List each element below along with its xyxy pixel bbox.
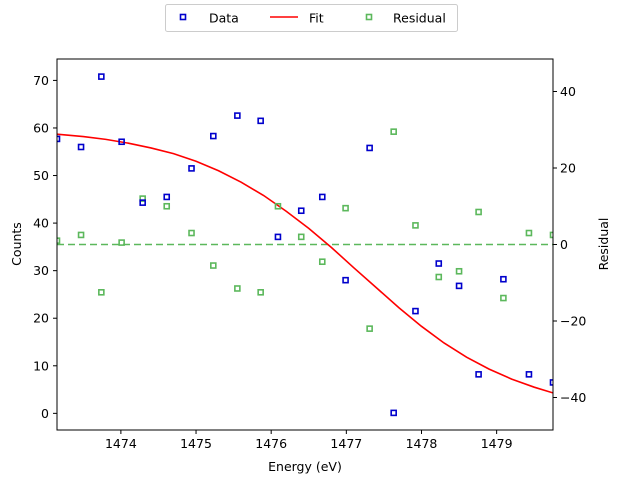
y-tick-label-6: 60 — [33, 120, 49, 135]
y-tick-label-1: 10 — [33, 358, 49, 373]
fit-line — [57, 133, 553, 394]
y-tick-label-7: 70 — [33, 73, 49, 88]
data-point-11 — [297, 207, 305, 215]
x-tick-label-4: 1478 — [406, 436, 438, 451]
residual-point-16 — [412, 222, 419, 229]
residual-point-13 — [342, 204, 349, 212]
x-tick-label-3: 1477 — [330, 436, 362, 451]
plot-area — [57, 73, 553, 417]
residual-point-8 — [234, 285, 241, 292]
residual-point-1 — [77, 231, 85, 239]
residual-point-19 — [475, 208, 482, 216]
y2-tick-label-0: −40 — [560, 390, 586, 405]
legend-marker-residual — [365, 13, 373, 21]
residual-point-0 — [57, 237, 61, 244]
data-point-3 — [118, 138, 125, 146]
data-point-9 — [257, 117, 264, 125]
data-point-14 — [366, 144, 373, 152]
data-point-16 — [412, 307, 419, 315]
y2-tick-label-2: 0 — [560, 237, 568, 252]
legend-label-residual: Residual — [393, 11, 446, 26]
y-tick-label-2: 20 — [33, 311, 49, 326]
residual-point-22 — [549, 231, 553, 239]
residual-point-6 — [188, 229, 195, 237]
data-point-12 — [318, 193, 326, 201]
residual-point-15 — [390, 128, 397, 135]
y-axis-left: 0 10 20 30 40 50 60 70 — [33, 73, 57, 421]
residual-point-5 — [163, 202, 171, 210]
residual-point-3 — [118, 239, 125, 246]
x-tick-label-1: 1475 — [180, 436, 212, 451]
legend-label-data: Data — [209, 11, 239, 26]
residual-point-10 — [274, 202, 282, 210]
y2-axis-label: Residual — [596, 218, 611, 271]
data-point-1 — [77, 143, 85, 151]
data-point-15 — [390, 409, 397, 417]
residual-point-17 — [435, 273, 443, 281]
legend-marker-data — [179, 13, 187, 21]
residual-point-21 — [525, 229, 533, 237]
x-tick-label-5: 1479 — [481, 436, 513, 451]
residual-points — [57, 128, 553, 332]
data-point-0 — [57, 135, 61, 143]
x-axis: 1474 1475 1476 1477 1478 1479 — [105, 430, 513, 451]
residual-point-11 — [297, 233, 305, 241]
y2-tick-label-3: 20 — [560, 161, 576, 176]
residual-point-18 — [455, 267, 463, 275]
data-point-18 — [455, 282, 463, 290]
data-point-20 — [500, 275, 507, 283]
residual-point-12 — [318, 258, 326, 266]
y-tick-label-5: 50 — [33, 168, 49, 183]
residual-point-20 — [500, 294, 507, 302]
legend: Data Fit Residual — [165, 4, 458, 32]
data-point-4 — [139, 199, 146, 206]
residual-point-4 — [139, 195, 146, 202]
y2-tick-label-1: −20 — [560, 313, 586, 328]
residual-point-9 — [257, 289, 264, 296]
data-point-10 — [274, 233, 282, 241]
y-axis-label: Counts — [9, 222, 24, 266]
data-point-13 — [342, 276, 349, 284]
y-tick-label-4: 40 — [33, 216, 49, 231]
residual-point-7 — [210, 262, 217, 269]
data-point-17 — [435, 260, 443, 267]
x-tick-label-2: 1476 — [255, 436, 287, 451]
data-point-2 — [98, 73, 105, 80]
y-tick-label-0: 0 — [41, 406, 49, 421]
residual-point-14 — [366, 325, 373, 332]
y-tick-label-3: 30 — [33, 263, 49, 278]
data-point-6 — [188, 165, 195, 172]
y2-tick-label-4: 40 — [560, 84, 576, 99]
data-points — [57, 73, 553, 417]
data-point-5 — [163, 193, 171, 201]
data-point-7 — [210, 132, 217, 140]
residual-point-2 — [98, 289, 105, 296]
x-tick-label-0: 1474 — [105, 436, 137, 451]
x-axis-label: Energy (eV) — [268, 459, 342, 474]
data-point-8 — [234, 112, 241, 119]
data-point-19 — [475, 371, 482, 378]
y-axis-right: −40 −20 0 20 40 — [553, 84, 586, 405]
data-point-21 — [525, 371, 533, 378]
legend-label-fit: Fit — [309, 11, 324, 26]
legend-frame — [165, 4, 458, 32]
data-point-22 — [549, 379, 553, 386]
